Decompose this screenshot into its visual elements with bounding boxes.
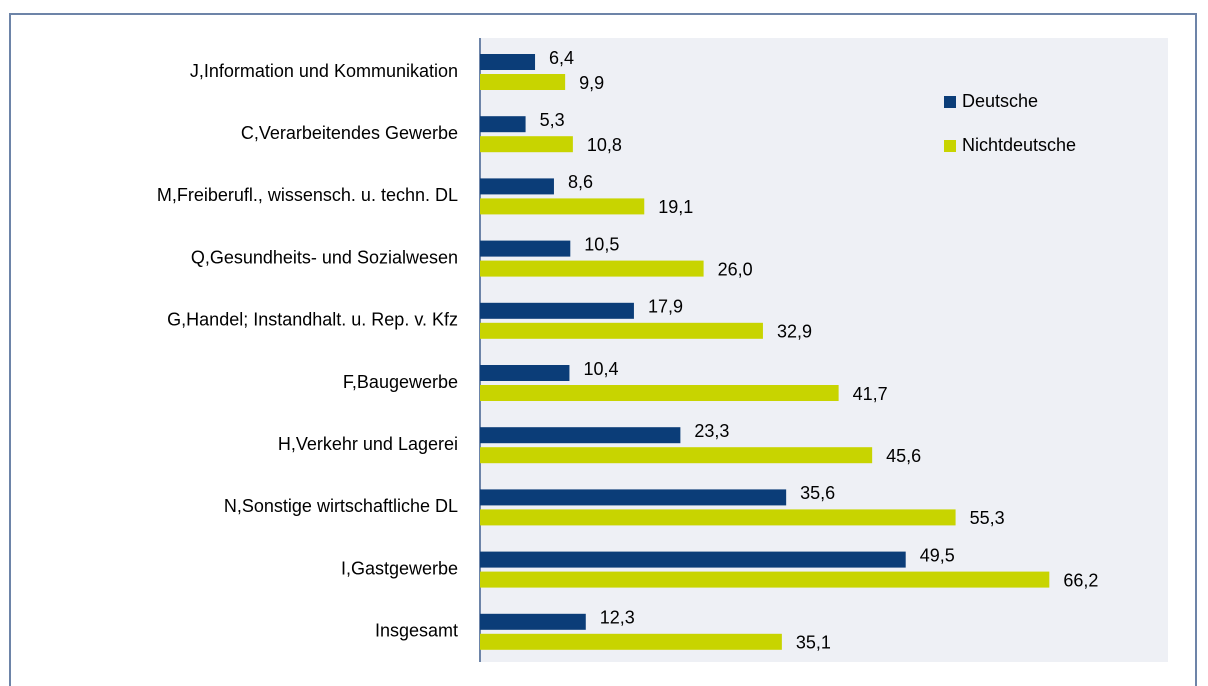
bar — [480, 551, 906, 568]
value-label: 49,5 — [920, 545, 955, 565]
category-label: H,Verkehr und Lagerei — [278, 434, 458, 454]
bar — [480, 385, 839, 401]
value-label: 10,8 — [587, 135, 622, 155]
bar — [480, 322, 763, 339]
bar — [480, 178, 554, 195]
bar — [480, 240, 571, 257]
value-label: 66,2 — [1063, 570, 1098, 590]
value-label: 35,6 — [800, 483, 835, 503]
value-label: 23,3 — [694, 421, 729, 441]
value-label: 19,1 — [658, 197, 693, 217]
legend-label: Deutsche — [962, 91, 1038, 111]
frame — [9, 13, 1197, 686]
bar — [480, 116, 526, 133]
bar — [480, 509, 956, 526]
value-label: 10,4 — [583, 359, 618, 379]
category-label: C,Verarbeitendes Gewerbe — [241, 123, 458, 143]
bar — [480, 633, 782, 650]
value-label: 10,5 — [584, 234, 619, 254]
legend-label: Nichtdeutsche — [962, 135, 1076, 155]
value-label: 32,9 — [777, 322, 812, 342]
value-label: 5,3 — [540, 110, 565, 130]
category-label: J,Information und Kommunikation — [190, 61, 458, 81]
bar — [480, 302, 634, 319]
legend-swatch — [944, 96, 956, 108]
category-label: M,Freiberufl., wissensch. u. techn. DL — [157, 185, 458, 205]
value-label: 41,7 — [853, 384, 888, 404]
bar — [480, 198, 645, 215]
value-label: 35,1 — [796, 633, 831, 653]
category-label: Q,Gesundheits- und Sozialwesen — [191, 247, 458, 267]
legend-swatch — [944, 140, 956, 152]
bar — [480, 54, 536, 70]
category-label: F,Baugewerbe — [343, 372, 458, 392]
value-label: 55,3 — [970, 508, 1005, 528]
bar — [480, 489, 787, 506]
value-label: 12,3 — [600, 608, 635, 628]
value-label: 9,9 — [579, 73, 604, 93]
plot-area — [480, 38, 1168, 662]
category-label: I,Gastgewerbe — [341, 558, 458, 578]
category-label: N,Sonstige wirtschaftliche DL — [224, 496, 458, 516]
value-label: 45,6 — [886, 446, 921, 466]
value-label: 17,9 — [648, 297, 683, 317]
bar — [480, 613, 586, 630]
category-label: G,Handel; Instandhalt. u. Rep. v. Kfz — [167, 310, 458, 330]
bar — [480, 427, 681, 444]
value-label: 8,6 — [568, 172, 593, 192]
bar — [480, 260, 704, 277]
bar — [480, 136, 573, 153]
value-label: 6,4 — [549, 48, 574, 68]
value-label: 26,0 — [718, 259, 753, 279]
bar — [480, 365, 570, 381]
bar — [480, 447, 873, 464]
bar — [480, 74, 566, 90]
bar — [480, 571, 1050, 588]
category-label: Insgesamt — [375, 621, 458, 641]
